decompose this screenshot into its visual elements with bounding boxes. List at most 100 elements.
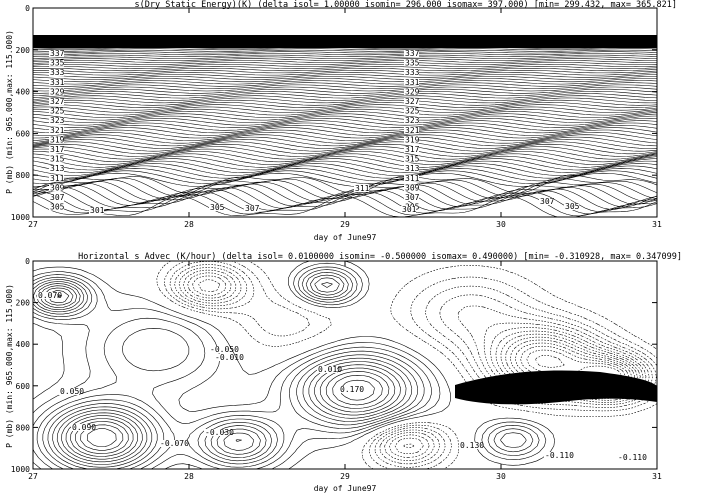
bottom-axis-ticks: 27 28 29 30 31 0 200 400 600 800 1000 — [11, 257, 662, 481]
isoline — [33, 84, 657, 89]
isoline — [33, 132, 657, 141]
isoline — [33, 49, 657, 52]
contour-label: 311 — [50, 174, 65, 183]
contour-label: 307 — [245, 204, 260, 213]
isoline — [33, 60, 657, 63]
x-tick-label: 29 — [340, 472, 350, 481]
isoline — [33, 76, 657, 80]
y-tick-label: 600 — [16, 382, 31, 391]
contour-label: 0.050 — [60, 387, 84, 396]
contour-label: 317 — [405, 145, 420, 154]
contour-label: 329 — [50, 87, 65, 96]
top-x-axis-label: day of June97 — [314, 233, 377, 242]
isoline — [33, 181, 657, 202]
contour-label: -0.110 — [545, 451, 574, 460]
contour-label: 0.130 — [460, 441, 484, 450]
isoline — [33, 82, 657, 87]
negative-isoline — [178, 267, 653, 461]
contour-label: 331 — [405, 78, 420, 87]
top-chart-title: s(Dry Static Energy)(K) (delta isol= 1.0… — [135, 0, 677, 10]
isoline — [33, 186, 657, 210]
isoline — [33, 177, 657, 197]
contour-label: 301 — [402, 205, 417, 214]
x-tick-label: 30 — [496, 220, 506, 229]
positive-isoline — [33, 261, 555, 469]
y-tick-label: 0 — [25, 257, 30, 266]
isoline — [33, 68, 657, 72]
y-tick-label: 800 — [16, 423, 31, 432]
isoline — [33, 80, 657, 85]
x-tick-label: 31 — [652, 472, 662, 481]
y-tick-label: 400 — [16, 88, 31, 97]
contour-label: 0.170 — [340, 385, 364, 394]
contour-label: 329 — [405, 87, 420, 96]
isoline — [33, 158, 657, 171]
contour-label: 325 — [405, 107, 420, 116]
positive-isoline — [43, 287, 396, 463]
positive-isoline — [33, 274, 413, 469]
positive-isoline — [36, 277, 407, 468]
isoline — [33, 93, 657, 99]
isoline — [33, 179, 657, 200]
y-tick-label: 1000 — [11, 465, 30, 474]
isoline — [33, 108, 657, 116]
contour-label: 337 — [50, 49, 65, 58]
contour-label: 317 — [50, 145, 65, 154]
contour-label: 309 — [50, 183, 65, 192]
bottom-contour-field: 0.070 -0.050-0.010 0.010 0.090 -0.070 0.170 -0… — [33, 261, 657, 469]
y-tick-label: 1000 — [11, 213, 30, 222]
isoline — [33, 86, 657, 92]
positive-isoline — [75, 379, 375, 454]
contour-label: 309 — [405, 183, 420, 192]
isoline — [33, 48, 657, 51]
contour-label: 331 — [50, 78, 65, 87]
isoline — [33, 62, 657, 65]
contour-label: 305 — [565, 202, 580, 211]
contour-label: 337 — [405, 49, 420, 58]
negative-isoline — [169, 261, 657, 468]
contour-label: -0.110 — [618, 453, 647, 462]
positive-isoline — [86, 428, 117, 447]
isoline — [33, 182, 657, 205]
contour-label: 313 — [50, 164, 65, 173]
positive-isoline — [33, 272, 527, 469]
contour-label: 307 — [405, 193, 420, 202]
isoline — [33, 118, 657, 126]
isoline — [33, 102, 657, 108]
isoline — [33, 168, 657, 182]
isoline — [33, 134, 657, 144]
bottom-x-axis-label: day of June97 — [314, 484, 377, 493]
positive-isoline — [33, 266, 540, 469]
y-tick-label: 800 — [16, 171, 31, 180]
contour-label: -0.070 — [160, 439, 189, 448]
contour-label: 325 — [50, 107, 65, 116]
contour-label: 323 — [50, 116, 65, 125]
isoline — [33, 129, 657, 139]
isoline — [33, 66, 657, 69]
contour-label: 327 — [405, 97, 420, 106]
isoline — [33, 125, 657, 134]
isoline — [33, 51, 657, 54]
isoline — [33, 70, 657, 74]
isoline — [33, 97, 657, 104]
isoline — [33, 56, 657, 59]
isoline — [33, 136, 657, 147]
contour-label: -0.050 — [210, 345, 239, 354]
contour-label: -0.030 — [205, 428, 234, 437]
positive-isoline — [33, 262, 547, 469]
isoline — [33, 153, 657, 165]
isoline — [33, 53, 657, 56]
isoline — [33, 95, 657, 101]
negative-isoline — [535, 354, 623, 385]
y-tick-label: 600 — [16, 129, 31, 138]
contour-label: 335 — [50, 59, 65, 68]
contour-label: 335 — [405, 59, 420, 68]
contour-label: 321 — [50, 126, 65, 135]
x-tick-label: 28 — [184, 472, 194, 481]
dense-isoline-band — [33, 35, 657, 48]
isoline — [33, 54, 657, 57]
isoline — [33, 160, 657, 173]
x-tick-label: 29 — [340, 220, 350, 229]
top-contour-field: 3373353333313293273253233213193173153133… — [33, 35, 657, 217]
